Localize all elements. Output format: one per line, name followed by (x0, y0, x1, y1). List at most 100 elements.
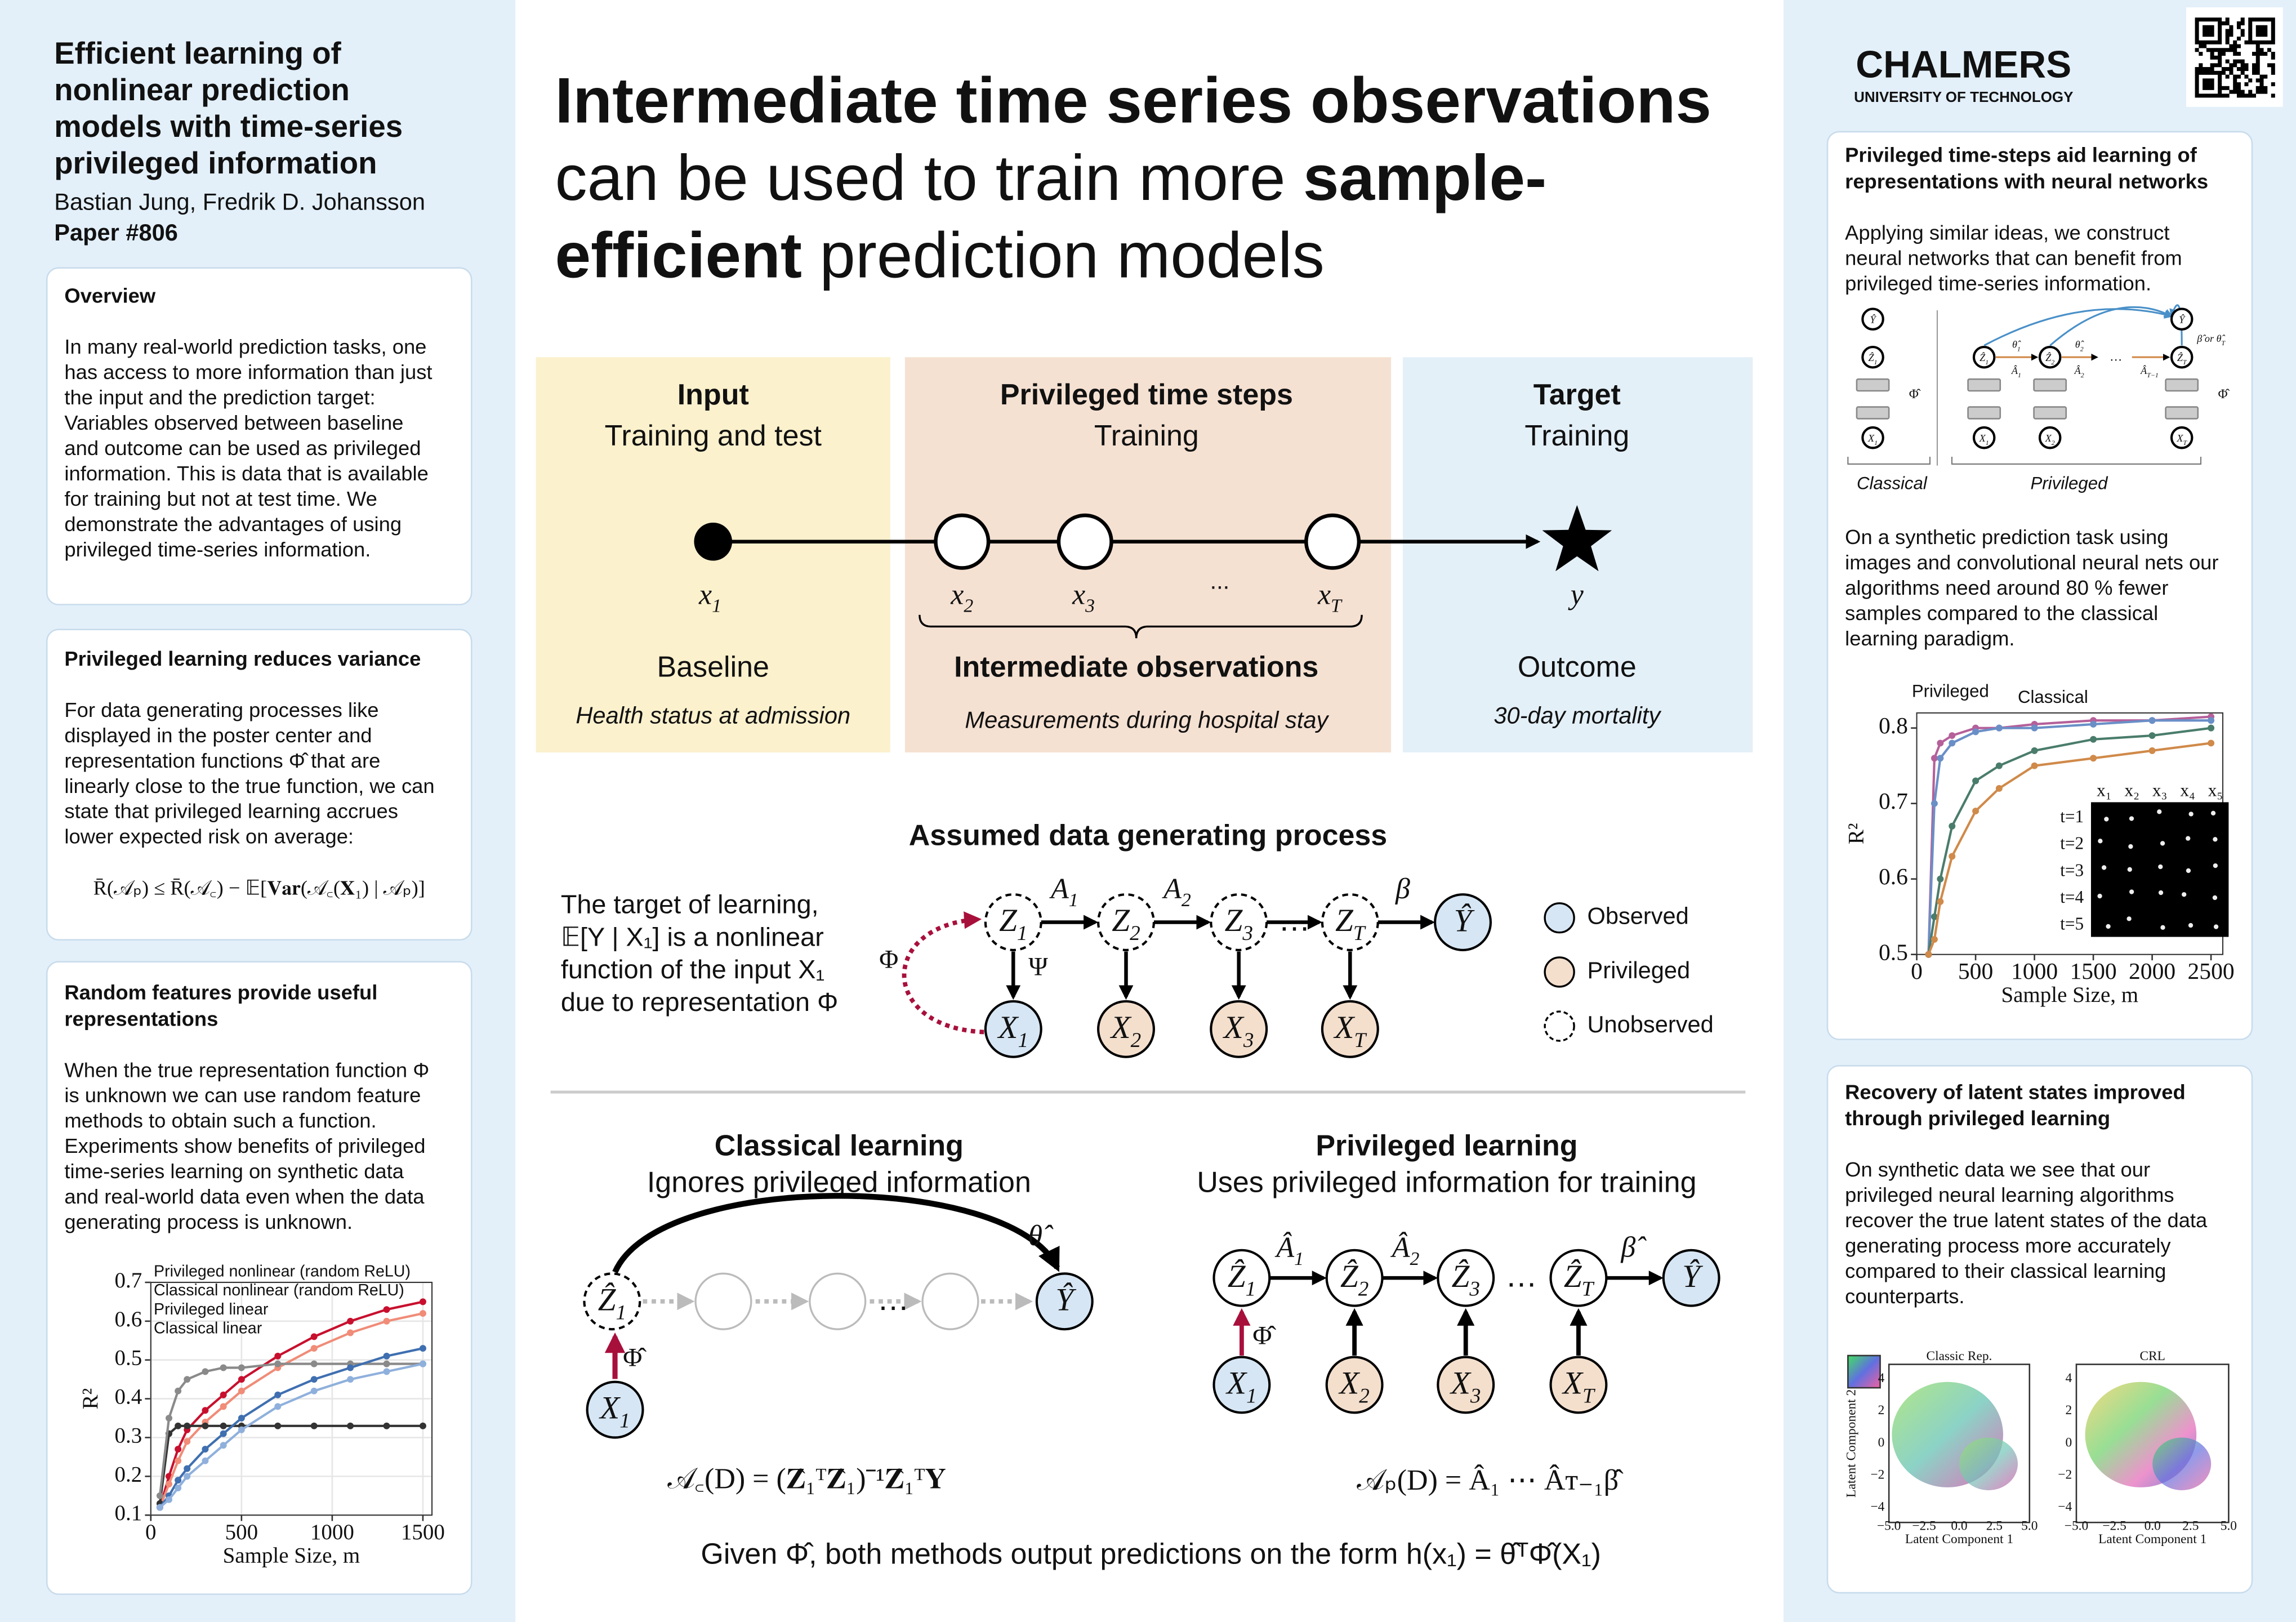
network-layer (2165, 378, 2199, 392)
edge-label-sub: 1 (2017, 345, 2021, 353)
timeline-label: x2 (950, 578, 973, 616)
qr-module (2248, 78, 2253, 83)
y-tick-label: −2 (1870, 1467, 1884, 1482)
y-tick-label: 0.6 (114, 1307, 142, 1331)
data-point (1931, 913, 1938, 920)
image-dot (2213, 837, 2218, 842)
qr-module (2195, 78, 2199, 83)
inset-label: x₄ (2180, 780, 2195, 800)
column-subtitle: Training (1094, 420, 1199, 452)
panel-text: demonstrate the advantages of using (64, 513, 402, 536)
series-line (158, 1312, 423, 1508)
x-tick-label: 1500 (401, 1520, 445, 1544)
qr-module (2225, 86, 2230, 90)
node-label-base: X (1223, 1010, 1245, 1045)
qr-module (2233, 52, 2237, 56)
graph-node (1212, 1356, 1271, 1414)
y-tick-label: 0.1 (114, 1501, 142, 1525)
y-tick-label: −4 (1870, 1500, 1884, 1514)
qr-module (2203, 44, 2207, 48)
qr-module (2195, 90, 2199, 94)
qr-module (2267, 63, 2272, 68)
edge-label-sub: 2 (1182, 890, 1191, 911)
qr-module (2229, 70, 2233, 75)
qr-module (2259, 25, 2264, 29)
qr-module (2210, 52, 2214, 56)
qr-module (2248, 21, 2253, 25)
edge-label: A1 (1049, 873, 1078, 911)
headline: efficient prediction models (555, 220, 1324, 292)
timeline-star (1542, 505, 1612, 572)
node-label-sub: 1 (1017, 922, 1028, 945)
node-label: X1 (1979, 433, 1989, 447)
panel-text: samples compared to the classical (1845, 601, 2158, 625)
data-point (1937, 739, 1944, 747)
section-title: Classical learning (715, 1130, 964, 1162)
network-layer (2033, 378, 2067, 392)
x-axis-label: Latent Component 1 (1905, 1532, 2013, 1547)
column-title: Privileged time steps (1000, 378, 1293, 411)
data-point (175, 1387, 182, 1394)
node-label-sub: 2 (1131, 1029, 1142, 1052)
qr-module (2267, 48, 2272, 52)
qr-module (2236, 36, 2241, 41)
qr-module (2203, 78, 2207, 83)
qr-module (2240, 29, 2245, 33)
data-point (238, 1415, 245, 1422)
qr-module (2210, 86, 2214, 90)
qr-module (2218, 82, 2222, 87)
diagram-caption: Classical (1857, 474, 1928, 493)
data-point (2090, 736, 2097, 743)
qr-module (2259, 74, 2264, 79)
qr-module (2271, 21, 2275, 25)
qr-module (2233, 82, 2237, 87)
edge-label-sub: 2 (2080, 345, 2084, 353)
timeline-label: x3 (1072, 578, 1095, 616)
qr-module (2203, 33, 2207, 37)
qr-module (2255, 48, 2260, 52)
qr-module (2199, 67, 2203, 72)
edge-label-base: Â (2074, 364, 2081, 376)
section-title: Assumed data generating process (909, 819, 1387, 852)
column-title: Target (1533, 378, 1621, 411)
qr-module (2218, 86, 2222, 90)
qr-module (2218, 74, 2222, 79)
node-label-sub: 2 (1358, 1278, 1369, 1301)
graph-node (2038, 426, 2062, 449)
edge-label: β̂ or θ̂T (2196, 333, 2226, 347)
qr-module (2225, 17, 2230, 22)
node-label: Ẑ1 (1869, 351, 1878, 366)
qr-module (2263, 86, 2268, 90)
data-point (419, 1345, 426, 1352)
edge-label-base: Â (2140, 364, 2147, 376)
graph-node (1325, 1356, 1384, 1414)
diagram-label: Φ̂ (1909, 387, 1921, 402)
data-point (383, 1306, 390, 1313)
qr-module (2263, 25, 2268, 29)
data-point (175, 1422, 182, 1429)
qr-module (2248, 40, 2253, 44)
ellipsis: … (1505, 1258, 1537, 1294)
qr-module (2252, 40, 2257, 44)
qr-module (2271, 63, 2275, 68)
ellipsis: … (1278, 902, 1310, 938)
x-tick-label: 2000 (2129, 958, 2175, 984)
panel-text: time-series learning on synthetic data (64, 1160, 404, 1183)
qr-module (2255, 33, 2260, 37)
data-point (1972, 808, 1980, 815)
node-label-base: X (1225, 1366, 1247, 1401)
image-dot (2213, 924, 2219, 929)
panel-title: Privileged time-steps aid learning of (1845, 144, 2197, 167)
ellipsis: … (877, 1281, 909, 1317)
panel (46, 961, 472, 1595)
headline-bold: sample- (1303, 142, 1546, 214)
qr-module (2195, 17, 2199, 22)
x-axis-label: Latent Component 1 (2098, 1532, 2206, 1547)
legend-swatch (1544, 1010, 1575, 1042)
x-tick-label: −2.5 (2102, 1518, 2126, 1533)
timeline-node (1056, 513, 1113, 570)
qr-module (2218, 55, 2222, 60)
qr-module (2233, 90, 2237, 94)
data-point (238, 1426, 245, 1433)
graph-node (984, 1000, 1042, 1058)
